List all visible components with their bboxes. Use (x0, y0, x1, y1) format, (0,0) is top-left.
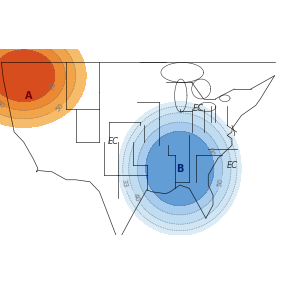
Text: 33: 33 (121, 178, 128, 188)
Text: A: A (25, 91, 32, 101)
Text: EC: EC (108, 137, 119, 147)
Text: B: B (176, 164, 183, 174)
Text: EC: EC (226, 161, 237, 170)
Text: 60: 60 (0, 44, 2, 55)
Text: 40: 40 (132, 192, 141, 203)
Text: 50: 50 (55, 102, 65, 112)
Text: 70: 70 (48, 81, 57, 91)
Text: EC: EC (193, 104, 204, 113)
Text: 60: 60 (206, 147, 214, 157)
Text: 60: 60 (0, 99, 6, 109)
Text: 50: 50 (217, 178, 224, 187)
